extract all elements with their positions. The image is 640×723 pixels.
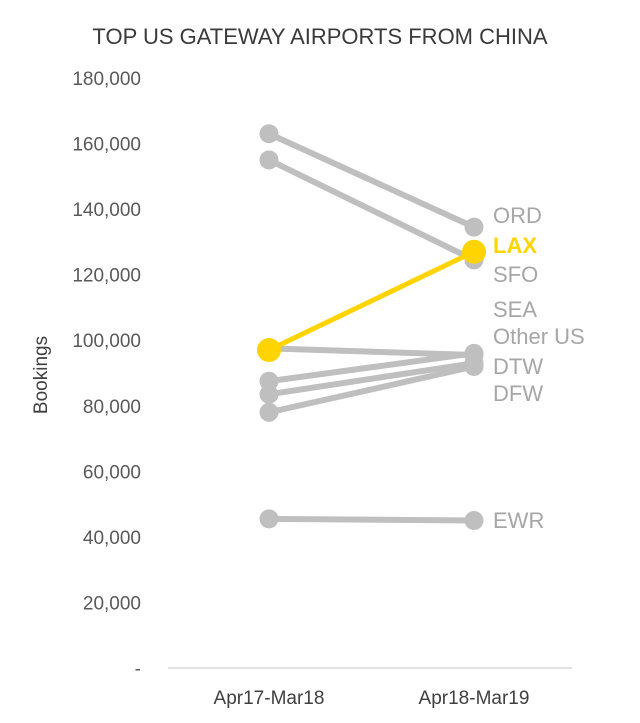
series-line-dtw — [266, 360, 477, 398]
series-line-other-us — [266, 345, 477, 358]
y-tick-label: 180,000 — [72, 69, 141, 90]
series-line-lax — [266, 249, 477, 353]
series-line-ewr — [266, 515, 477, 524]
series-line-dfw — [266, 363, 477, 416]
data-point-ewr-1 — [259, 509, 279, 529]
data-point-ord-1 — [259, 124, 279, 144]
chart-title: TOP US GATEWAY AIRPORTS FROM CHINA — [92, 24, 547, 49]
data-point-dfw-2 — [464, 356, 484, 376]
series-lines — [259, 124, 484, 530]
y-tick-label: 140,000 — [72, 200, 141, 221]
data-point-dtw-1 — [259, 384, 279, 404]
data-point-lax-1 — [257, 338, 281, 363]
data-point-sea-1 — [259, 371, 279, 391]
y-tick-label: 160,000 — [72, 135, 141, 156]
data-point-lax-2 — [462, 239, 486, 264]
y-tick-label: 100,000 — [72, 331, 141, 352]
series-label-other-us: Other US — [493, 324, 585, 349]
series-line-ord — [266, 130, 477, 231]
series-label-lax: LAX — [493, 233, 537, 258]
data-point-ord-2 — [464, 217, 484, 237]
x-category-label: Apr17-Mar18 — [214, 688, 325, 709]
y-tick-labels: - 20,000 40,000 60,000 80,000 100,000 120,000 1… — [72, 69, 141, 680]
y-tick-label: 120,000 — [72, 266, 141, 287]
series-label-dtw: DTW — [493, 354, 543, 379]
series-label-sea: SEA — [493, 297, 537, 322]
data-point-dfw-1 — [259, 402, 279, 422]
y-tick-label: - — [135, 659, 141, 680]
series-label-ewr: EWR — [493, 508, 544, 533]
series-line-sea — [266, 350, 477, 385]
series-line-sfo — [266, 156, 477, 263]
y-tick-label: 20,000 — [83, 593, 141, 614]
series-label-sfo: SFO — [493, 262, 538, 287]
x-category-labels: Apr17-Mar18 Apr18-Mar19 — [214, 688, 530, 709]
y-tick-label: 80,000 — [83, 397, 141, 418]
series-label-ord: ORD — [493, 203, 542, 228]
x-category-label: Apr18-Mar19 — [419, 688, 530, 709]
data-point-ewr-2 — [464, 511, 484, 530]
highlight-series-line — [257, 239, 486, 363]
series-label-dfw: DFW — [493, 381, 543, 406]
y-axis-label: Bookings — [31, 336, 52, 414]
y-tick-label: 60,000 — [83, 462, 141, 483]
y-tick-label: 40,000 — [83, 528, 141, 549]
data-point-sfo-1 — [259, 150, 279, 170]
